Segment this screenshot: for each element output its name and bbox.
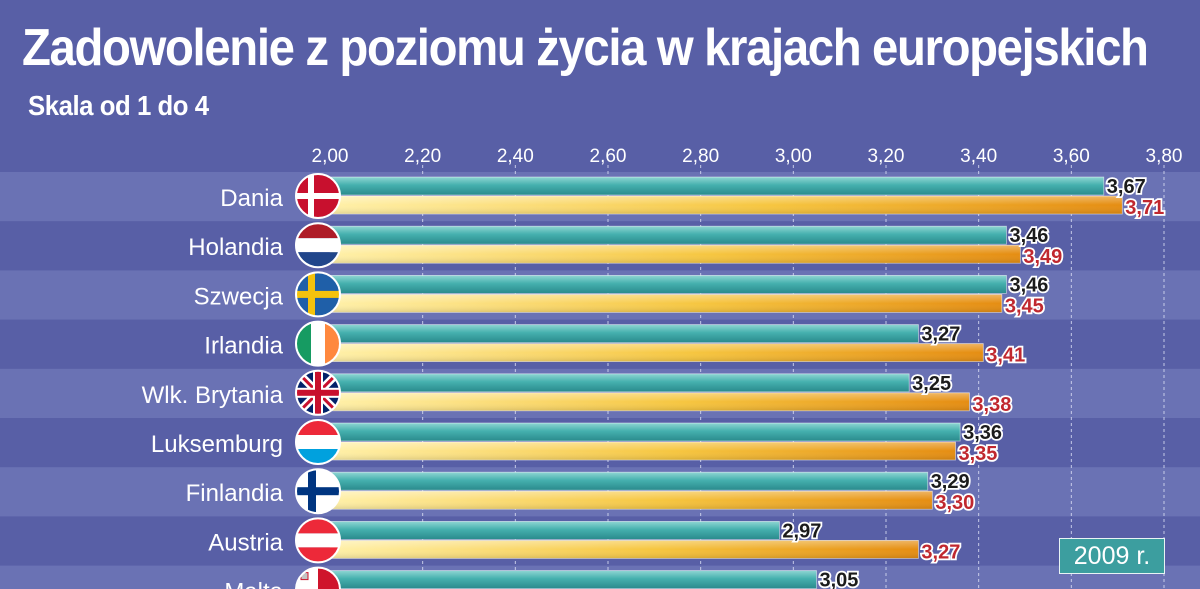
country-label: Luksemburg bbox=[151, 431, 283, 458]
x-tick-label: 2,40 bbox=[497, 146, 534, 167]
chart-row: Dania 3,673,71 bbox=[220, 173, 1166, 221]
bar-2012-shade bbox=[330, 343, 984, 362]
bar-2009 bbox=[329, 422, 961, 442]
bar-2012-shade bbox=[330, 540, 919, 559]
bar-2009 bbox=[329, 225, 1007, 245]
value-label-2012: 3,27 bbox=[921, 541, 960, 563]
x-tick-label: 2,80 bbox=[682, 146, 719, 167]
value-label-2009: 3,36 bbox=[963, 422, 1002, 444]
sweden-flag-icon bbox=[295, 271, 341, 318]
bar-2012-shade bbox=[330, 491, 933, 510]
finland-flag-icon bbox=[295, 468, 341, 515]
x-tick-label: 3,80 bbox=[1146, 146, 1183, 167]
country-label: Szwecja bbox=[194, 283, 284, 310]
country-label: Malta bbox=[224, 579, 283, 589]
uk-flag-icon bbox=[295, 369, 341, 416]
denmark-flag-icon bbox=[295, 173, 341, 219]
chart-row: Szwecja 3,463,45 bbox=[194, 271, 1050, 319]
chart-title: Zadowolenie z poziomu życia w krajach eu… bbox=[22, 19, 1149, 77]
value-label-2012: 3,49 bbox=[1023, 246, 1062, 268]
bar-2009 bbox=[329, 176, 1105, 196]
x-tick-label: 2,60 bbox=[590, 146, 627, 167]
chart-subtitle: Skala od 1 do 4 bbox=[28, 90, 209, 121]
bar-2009 bbox=[329, 373, 910, 393]
bar-2012-shade bbox=[330, 196, 1123, 214]
country-label: Wlk. Brytania bbox=[142, 382, 284, 409]
value-label-2012: 3,71 bbox=[1125, 197, 1164, 219]
x-tick-label: 3,40 bbox=[960, 146, 997, 167]
chart-row: Austria 2,97 3,27 bbox=[208, 517, 962, 565]
x-tick-label: 2,00 bbox=[312, 146, 349, 167]
value-label-2009: 2,97 bbox=[782, 520, 821, 542]
country-label: Finlandia bbox=[186, 480, 284, 507]
chart-row: Holandia 3,463,49 bbox=[188, 222, 1064, 270]
netherlands-flag-icon bbox=[295, 222, 341, 269]
value-label-2009: 3,46 bbox=[1009, 274, 1048, 296]
country-label: Holandia bbox=[188, 234, 283, 261]
chart-row: Wlk. Brytania 3,25 3,38 bbox=[142, 369, 1013, 418]
chart-row: Finlandia 3,293,30 bbox=[186, 468, 976, 516]
bar-2009 bbox=[329, 324, 919, 344]
bar-2009 bbox=[329, 274, 1007, 294]
bar-2012-shade bbox=[330, 392, 970, 411]
x-tick-label: 3,00 bbox=[775, 146, 812, 167]
x-tick-label: 3,60 bbox=[1053, 146, 1090, 167]
value-label-2009: 3,46 bbox=[1009, 225, 1048, 247]
x-tick-label: 3,20 bbox=[868, 146, 905, 167]
value-label-2012: 3,35 bbox=[959, 443, 998, 465]
bar-2009 bbox=[329, 471, 929, 491]
ireland-flag-icon bbox=[295, 320, 341, 367]
value-label-2009: 3,05 bbox=[820, 570, 859, 589]
bar-2012-shade bbox=[330, 245, 1021, 264]
value-label-2012: 3,38 bbox=[972, 394, 1011, 416]
chart-row: Luksemburg 3,363,35 bbox=[151, 419, 1004, 467]
legend-2009: 2009 r. bbox=[1059, 538, 1165, 574]
bar-2012-shade bbox=[330, 294, 1002, 313]
value-label-2012: 3,45 bbox=[1005, 295, 1044, 317]
bar-2009 bbox=[329, 521, 780, 540]
country-label: Dania bbox=[220, 185, 283, 212]
luxembourg-flag-icon bbox=[295, 419, 341, 465]
bar-2012-shade bbox=[330, 442, 956, 460]
value-label-2009: 3,25 bbox=[912, 373, 951, 395]
bar-2009 bbox=[329, 570, 817, 589]
chart-row: Malta 3,05 bbox=[224, 566, 860, 589]
value-label-2009: 3,67 bbox=[1107, 176, 1146, 198]
chart-row: Irlandia 3,27 3,41 bbox=[204, 320, 1027, 368]
x-tick-label: 2,20 bbox=[404, 146, 441, 167]
value-label-2012: 3,30 bbox=[935, 492, 974, 514]
value-label-2009: 3,27 bbox=[921, 324, 960, 346]
value-label-2012: 3,41 bbox=[986, 345, 1025, 367]
country-label: Irlandia bbox=[204, 333, 283, 360]
austria-flag-icon bbox=[295, 517, 341, 564]
value-label-2009: 3,29 bbox=[931, 471, 970, 493]
country-label: Austria bbox=[208, 529, 283, 556]
